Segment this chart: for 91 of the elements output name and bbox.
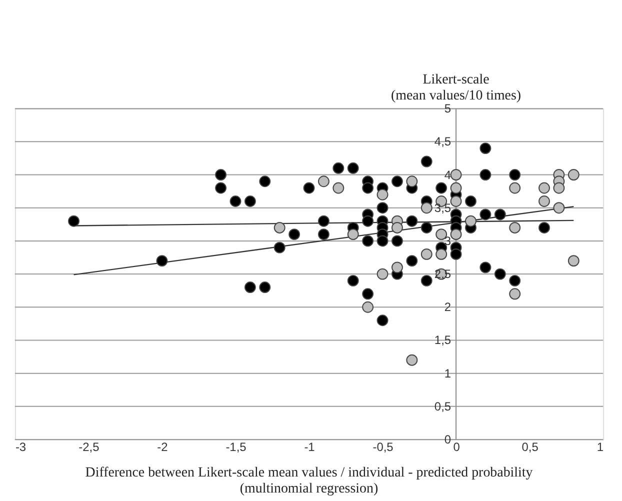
point <box>362 235 374 247</box>
point <box>480 142 492 154</box>
point <box>406 215 418 227</box>
point <box>480 169 492 180</box>
point <box>538 222 550 234</box>
x-tick-label: -2 <box>157 440 168 454</box>
point <box>509 274 521 286</box>
point <box>420 274 432 286</box>
y-tick-label: 4 <box>444 168 452 182</box>
y-tick-label: 0,5 <box>434 399 452 414</box>
point <box>480 208 492 220</box>
point <box>318 228 330 240</box>
x-tick-label: 0,5 <box>522 440 539 454</box>
x-tick-label: 0 <box>453 440 460 454</box>
point <box>450 182 462 194</box>
point <box>362 182 374 194</box>
point <box>420 248 432 260</box>
point <box>391 222 403 234</box>
point <box>376 314 388 326</box>
y-tick-label: 1,5 <box>434 333 452 348</box>
point <box>362 288 374 300</box>
point <box>450 196 462 207</box>
y-tick-label: 4,5 <box>434 134 452 149</box>
y-tick-label: 2 <box>444 300 452 314</box>
x-tick-label: -2,5 <box>78 440 100 454</box>
point <box>509 182 521 194</box>
point <box>288 228 300 240</box>
x-axis-title: Difference between Likert-scale mean values / individual - predicted probability (multinomial regression) <box>85 465 533 496</box>
point <box>391 235 403 247</box>
point <box>332 182 344 194</box>
x-tick-label: -0,5 <box>372 440 394 454</box>
point <box>230 196 242 207</box>
point <box>259 282 271 293</box>
point <box>347 274 359 286</box>
point <box>494 268 506 280</box>
point <box>553 182 565 194</box>
point <box>538 196 550 207</box>
point <box>362 301 374 313</box>
y-axis-title: Likert-scale (mean values/10 times) <box>391 72 522 104</box>
point <box>553 202 565 214</box>
x-tick-label: 1 <box>596 440 604 454</box>
point <box>215 182 227 194</box>
point <box>420 222 432 234</box>
point <box>509 169 521 180</box>
point <box>406 176 418 188</box>
x-tick-label: -1 <box>304 440 316 454</box>
point <box>436 248 448 260</box>
point <box>68 215 80 227</box>
point <box>450 169 462 180</box>
point <box>376 202 388 214</box>
point <box>391 176 403 188</box>
point <box>244 282 256 293</box>
point <box>450 248 462 260</box>
y-tick-label: 5 <box>444 102 452 116</box>
point <box>259 176 271 188</box>
y-tick-label: 1 <box>444 366 452 380</box>
point <box>303 182 315 194</box>
point <box>465 196 476 207</box>
point <box>347 162 359 174</box>
point <box>450 228 462 240</box>
y-tick-label: 3,5 <box>434 200 452 215</box>
point <box>509 288 521 300</box>
point <box>215 169 227 180</box>
x-tick-label: -3 <box>15 440 26 454</box>
point <box>362 215 374 227</box>
point <box>274 242 286 254</box>
point <box>156 255 168 267</box>
point <box>465 215 476 227</box>
point <box>436 182 448 194</box>
point <box>494 208 506 220</box>
point <box>420 156 432 168</box>
point <box>347 228 359 240</box>
point <box>480 262 492 274</box>
point <box>568 169 580 180</box>
point <box>318 176 330 188</box>
point <box>376 268 388 280</box>
point <box>406 255 418 267</box>
point <box>376 235 388 247</box>
point <box>568 255 580 267</box>
point <box>391 262 403 274</box>
y-tick-label: 3 <box>444 234 452 248</box>
x-tick-label: -1,5 <box>226 440 247 454</box>
point <box>376 188 388 200</box>
point <box>420 202 432 214</box>
point <box>538 182 550 194</box>
point <box>406 354 418 366</box>
point <box>318 215 330 227</box>
point <box>274 222 286 234</box>
point <box>332 162 344 174</box>
point <box>509 222 521 234</box>
point <box>244 196 256 207</box>
